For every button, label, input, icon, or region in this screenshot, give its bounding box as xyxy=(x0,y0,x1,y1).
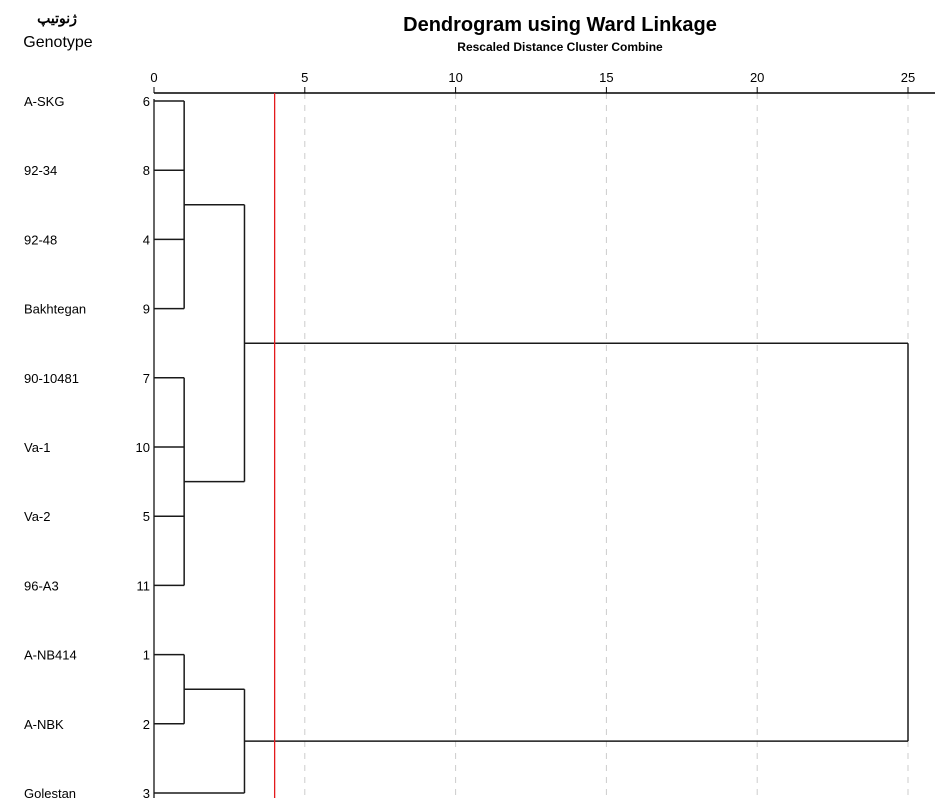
leaf-label: 92-48 xyxy=(24,232,57,247)
leaf-label: Bakhtegan xyxy=(24,302,86,317)
leaf-label: 90-10481 xyxy=(24,371,79,386)
column-header-persian: ژنوتیپ xyxy=(37,10,77,26)
leaf-label: Va-2 xyxy=(24,509,51,524)
leaf-label: A-NBK xyxy=(24,717,64,732)
chart-subtitle: Rescaled Distance Cluster Combine xyxy=(457,40,663,54)
axis-tick-label: 10 xyxy=(448,70,462,85)
axis-tick-label: 20 xyxy=(750,70,764,85)
case-number: 5 xyxy=(143,509,150,524)
case-number: 1 xyxy=(143,648,150,663)
case-number: 11 xyxy=(137,578,151,593)
case-number: 8 xyxy=(143,163,150,178)
axis-tick-label: 5 xyxy=(301,70,308,85)
leaf-label: Va-1 xyxy=(24,440,51,455)
leaf-label: 92-34 xyxy=(24,163,57,178)
chart-title: Dendrogram using Ward Linkage xyxy=(403,14,717,36)
case-number: 2 xyxy=(143,717,150,732)
case-number: 4 xyxy=(143,232,150,247)
leaf-label: 96-A3 xyxy=(24,578,59,593)
distance-axis: 0 5 10 15 20 25 xyxy=(150,70,935,94)
leaf-label: A-NB414 xyxy=(24,648,77,663)
case-number: 6 xyxy=(143,94,150,109)
tree-links xyxy=(153,99,909,798)
axis-tick-label: 15 xyxy=(599,70,613,85)
column-header-genotype: Genotype xyxy=(23,34,93,51)
case-number: 7 xyxy=(143,371,150,386)
leaf-label: A-SKG xyxy=(24,94,64,109)
case-number: 3 xyxy=(143,786,150,798)
leaf-label: Golestan xyxy=(24,786,76,798)
axis-tick-label: 0 xyxy=(150,70,157,85)
leaf-labels: A-SKG 6 92-34 8 92-48 4 Bakhtegan 9 90-10481 7 Va-… xyxy=(24,94,150,798)
grid-layer xyxy=(304,93,909,798)
case-number: 10 xyxy=(136,440,150,455)
case-number: 9 xyxy=(143,302,150,317)
axis-tick-label: 25 xyxy=(901,70,915,85)
